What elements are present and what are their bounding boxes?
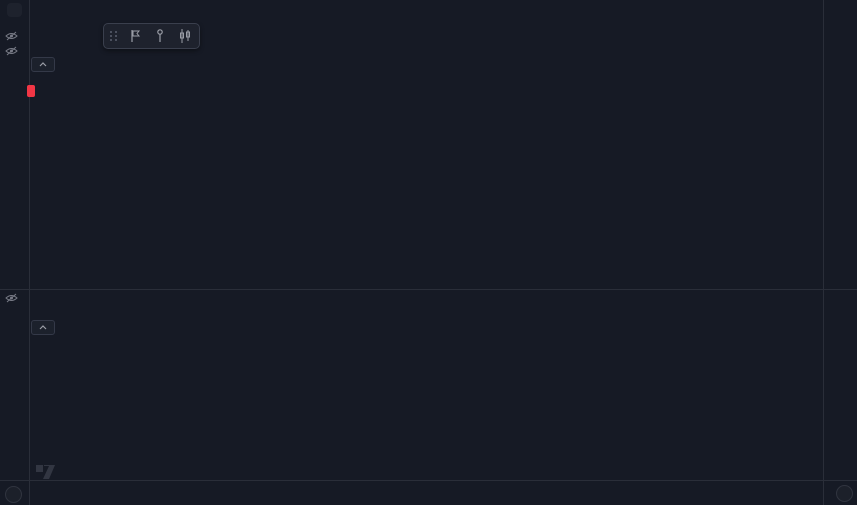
- chevron-up-icon: [39, 325, 47, 330]
- tradingview-logo: [36, 465, 55, 479]
- autoscale-button[interactable]: [836, 485, 853, 502]
- pin-tool-icon[interactable]: [152, 28, 168, 44]
- eye-off-icon[interactable]: [5, 46, 18, 56]
- collapse-legend-button[interactable]: [31, 57, 55, 72]
- time-axis-border: [0, 480, 857, 481]
- right-axis-border: [823, 0, 824, 505]
- left-axis-border: [29, 0, 30, 505]
- time-axis[interactable]: [0, 480, 857, 505]
- eye-off-icon[interactable]: [5, 31, 18, 41]
- price-axis[interactable]: [0, 0, 27, 289]
- candle-pattern-tool-icon[interactable]: [177, 28, 193, 44]
- pane-separator[interactable]: [0, 289, 857, 290]
- floating-drawing-toolbar[interactable]: [103, 23, 200, 49]
- value-axis[interactable]: [829, 289, 857, 480]
- price-label-tool-icon[interactable]: [127, 28, 143, 44]
- symbol-badge[interactable]: [27, 85, 35, 97]
- volume-pane-canvas[interactable]: [30, 289, 823, 480]
- eye-off-icon[interactable]: [5, 293, 18, 303]
- collapse-pane-button[interactable]: [31, 320, 55, 335]
- chevron-up-icon: [39, 62, 47, 67]
- quick-actions-pill[interactable]: [7, 3, 22, 17]
- drag-handle-icon[interactable]: [110, 31, 118, 41]
- timezone-button[interactable]: [5, 486, 22, 503]
